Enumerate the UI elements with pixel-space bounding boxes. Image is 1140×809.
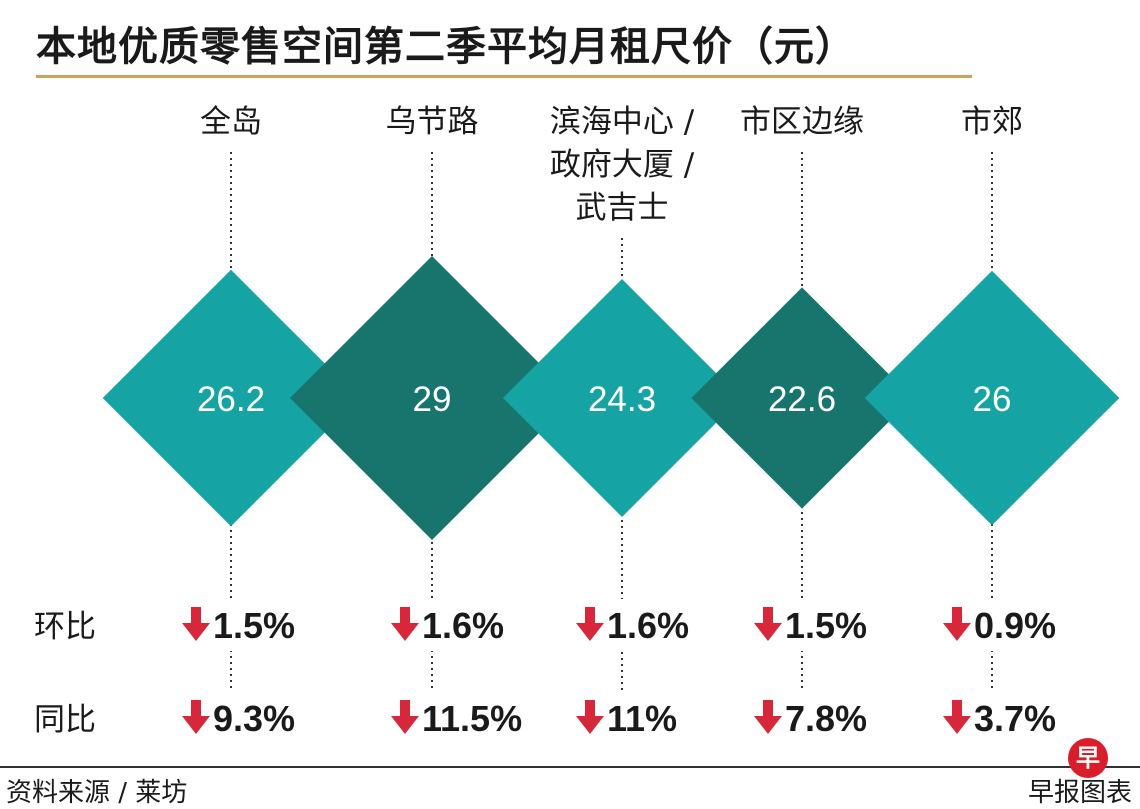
- diamond-2: [503, 279, 741, 517]
- pct-label-1-2: 11%: [607, 698, 677, 739]
- down-arrow-icon: [182, 700, 210, 734]
- down-arrow-icon: [754, 700, 782, 734]
- diamond-value-0: 26.2: [197, 380, 265, 419]
- brand-label: 早报图表: [1027, 778, 1132, 808]
- pct-label-1-0: 9.3%: [213, 698, 295, 739]
- title-underline: [36, 75, 972, 78]
- diamond-value-1: 29: [413, 380, 452, 419]
- category-label-1-0: 乌节路: [386, 104, 479, 140]
- category-label-2-0: 滨海中心 /: [550, 104, 695, 140]
- category-labels: 全岛 乌节路 滨海中心 / 政府大厦 / 武吉士 市区边缘 市郊: [200, 104, 1023, 226]
- diamond-0: [102, 269, 360, 527]
- pct-label-0-2: 1.6%: [607, 605, 689, 646]
- down-arrow-icon: [391, 607, 419, 641]
- down-arrow-icon: [754, 607, 782, 641]
- category-label-2-1: 政府大厦 /: [550, 147, 695, 183]
- diamond-1: [290, 256, 574, 540]
- down-arrow-icon: [576, 607, 604, 641]
- pct-label-1-4: 3.7%: [974, 698, 1056, 739]
- down-arrow-icon: [182, 607, 210, 641]
- pct-label-0-0: 1.5%: [213, 605, 295, 646]
- footer-divider: [0, 766, 1140, 768]
- category-label-2-2: 武吉士: [576, 190, 669, 226]
- zaobao-logo-icon: 早: [1068, 738, 1108, 778]
- pct-label-0-4: 0.9%: [974, 605, 1056, 646]
- down-arrow-icon: [943, 700, 971, 734]
- row-label-1: 同比: [34, 702, 96, 738]
- value-diamonds: 26.2 29 24.3 22.6 26: [102, 256, 1120, 540]
- down-arrow-icon: [576, 700, 604, 734]
- pct-label-0-1: 1.6%: [422, 605, 504, 646]
- diamond-chart: 全岛 乌节路 滨海中心 / 政府大厦 / 武吉士 市区边缘 市郊 26.2 29 24.3 22.…: [34, 104, 1120, 744]
- diamond-value-2: 24.3: [588, 380, 656, 419]
- category-label-3-0: 市区边缘: [740, 104, 864, 140]
- change-rows: 环比 1.5% 1.6% 1.6% 1.5% 0.9% 同比 9.3% 11.5% 11% 7.8%…: [34, 599, 1120, 744]
- down-arrow-icon: [943, 607, 971, 641]
- diamond-4: [864, 270, 1120, 526]
- category-label-4-0: 市郊: [961, 104, 1023, 140]
- diamond-value-4: 26: [973, 380, 1012, 419]
- pct-label-0-3: 1.5%: [785, 605, 867, 646]
- down-arrow-icon: [391, 700, 419, 734]
- pct-label-1-1: 11.5%: [422, 698, 522, 739]
- source-note: 资料来源 / 莱坊: [6, 778, 188, 808]
- category-label-0-0: 全岛: [200, 104, 262, 140]
- row-label-0: 环比: [34, 609, 96, 645]
- diamond-value-3: 22.6: [768, 380, 836, 419]
- pct-label-1-3: 7.8%: [785, 698, 867, 739]
- diamond-3: [691, 287, 913, 509]
- chart-title: 本地优质零售空间第二季平均月租尺价（元）: [36, 24, 856, 70]
